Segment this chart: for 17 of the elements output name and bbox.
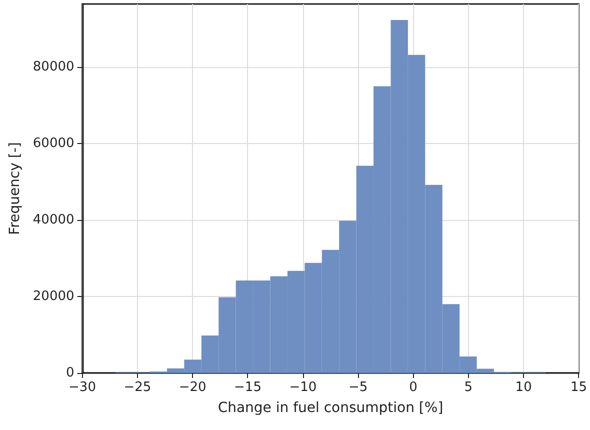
x-tick-label: −20: [178, 380, 206, 395]
x-tick-label: −10: [289, 380, 317, 395]
x-tick-label: −30: [68, 380, 96, 395]
x-tick-label: 5: [464, 380, 473, 395]
y-tick-label: 40000: [32, 212, 74, 228]
y-axis-title: Frequency [-]: [7, 142, 23, 235]
y-tick-label: 20000: [32, 289, 74, 304]
y-tick-label: 80000: [32, 60, 74, 75]
y-tick-label: 0: [66, 366, 74, 380]
x-tick-label: 10: [515, 380, 532, 395]
x-axis-title: Change in fuel consumption [%]: [218, 400, 444, 416]
y-tick-label: 60000: [32, 136, 74, 152]
x-tick-label: −15: [234, 380, 262, 395]
x-tick-label: −5: [348, 380, 368, 395]
x-tick-label: 0: [409, 380, 418, 395]
x-tick-label: −25: [124, 380, 152, 395]
x-tick-label: 15: [570, 380, 587, 395]
